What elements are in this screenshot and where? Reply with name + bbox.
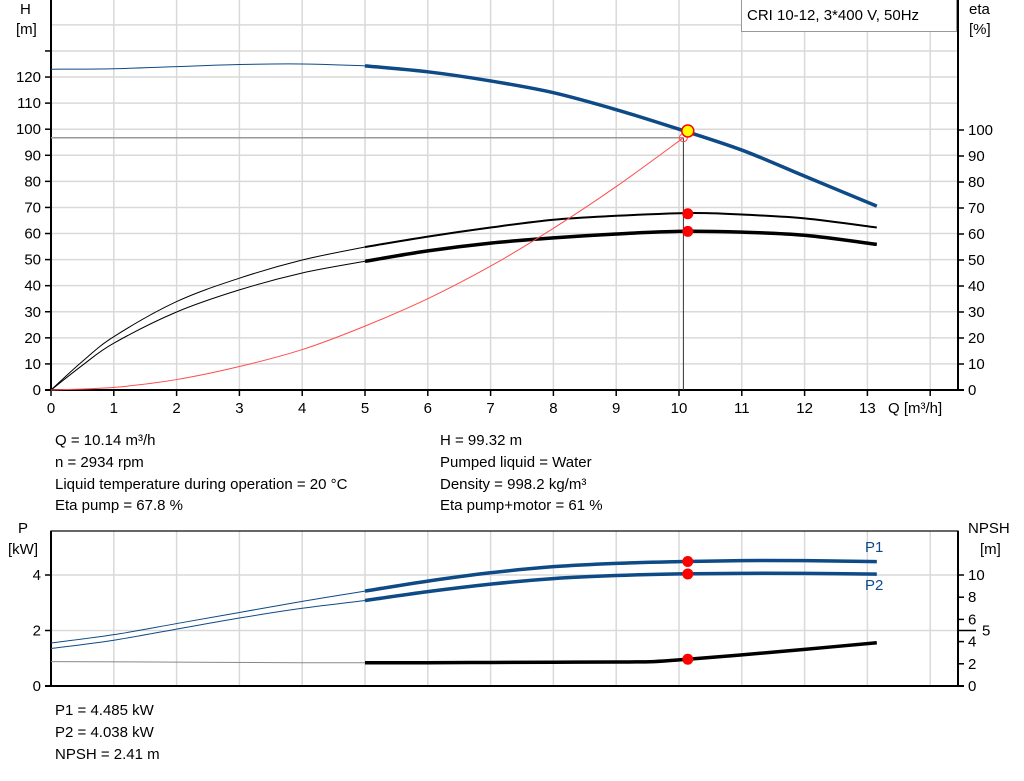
series-eta_pump-thin: [50, 246, 366, 391]
series-P2: [364, 571, 877, 603]
y-right-tick-label: 5: [982, 623, 990, 640]
x-tick-label: 0: [47, 400, 55, 417]
y-right-tick-label: 100: [968, 122, 993, 139]
series-H-thin: [50, 63, 366, 70]
x-tick-label: 2: [172, 400, 180, 417]
plot-frame: [51, 0, 958, 390]
y-left-tick-label: 4: [33, 567, 41, 584]
eta-axis-title: eta: [969, 1, 990, 18]
readout-npsh: NPSH = 2.41 m: [55, 746, 160, 763]
p2-series-label: P2: [865, 577, 884, 594]
y-right-tick-label: 10: [968, 567, 985, 584]
y-right-tick-label: 2: [968, 656, 976, 673]
y-right-tick-label: 70: [968, 200, 985, 217]
x-tick-label: 7: [486, 400, 494, 417]
readout-n: n = 2934 rpm: [55, 454, 144, 471]
y-left-tick-label: 70: [24, 199, 41, 216]
x-tick-label: 5: [361, 400, 369, 417]
eta-pump-duty-marker: [682, 208, 694, 220]
y-left-tick-label: 80: [24, 173, 41, 190]
x-tick-label: 4: [298, 400, 306, 417]
series-P1: [364, 558, 877, 593]
readout-eta-pump: Eta pump = 67.8 %: [55, 497, 183, 514]
readout-temp: Liquid temperature during operation = 20…: [55, 476, 348, 493]
readout-p1: P1 = 4.485 kW: [55, 702, 154, 719]
y-right-tick-label: 40: [968, 278, 985, 295]
p2-duty-marker: [682, 568, 694, 580]
y-right-tick-label: 50: [968, 252, 985, 269]
y-left-tick-label: 90: [24, 147, 41, 164]
duty-point-marker: [681, 124, 695, 138]
x-tick-label: 8: [549, 400, 557, 417]
readout-eta-pump-motor: Eta pump+motor = 61 %: [440, 497, 603, 514]
y-right-tick-label: 80: [968, 174, 985, 191]
y-left-tick-label: 60: [24, 226, 41, 243]
series-system_curve: [50, 137, 684, 391]
x-tick-label: 9: [612, 400, 620, 417]
series-NPSH-thin: [50, 661, 366, 664]
p1-series-label: P1: [865, 539, 884, 556]
x-tick-label: 10: [671, 400, 688, 417]
y-left-tick-label: 2: [33, 623, 41, 640]
x-tick-label: 1: [110, 400, 118, 417]
eta-pump-motor-duty-marker: [682, 225, 694, 237]
y-right-tick-label: 8: [968, 589, 976, 606]
legend-box: CRI 10-12, 3*400 V, 50Hz: [741, 0, 957, 32]
y-right-tick-label: 90: [968, 148, 985, 165]
readout-q: Q = 10.14 m³/h: [55, 432, 156, 449]
x-tick-label: 12: [796, 400, 813, 417]
series-NPSH: [364, 640, 877, 665]
y-right-tick-label: 10: [968, 356, 985, 373]
series-P1-thin: [50, 590, 366, 644]
npsh-axis-title: NPSH: [968, 520, 1010, 537]
y-right-tick-label: 60: [968, 226, 985, 243]
readout-p2: P2 = 4.038 kW: [55, 724, 154, 741]
p-axis-title: P: [18, 520, 29, 537]
series-eta_pump_motor-thin: [50, 260, 366, 391]
y-right-tick-label: 20: [968, 330, 985, 347]
y-left-tick-label: 120: [16, 69, 41, 86]
y-left-tick-label: 100: [16, 121, 41, 138]
y-left-tick-label: 30: [24, 304, 41, 321]
readout-density: Density = 998.2 kg/m³: [440, 476, 587, 493]
series-H: [364, 64, 878, 208]
chart-panel-0: [45, 0, 964, 396]
p1-duty-marker: [682, 556, 694, 568]
x-tick-label: 6: [424, 400, 432, 417]
npsh-axis-unit: [m]: [980, 541, 1001, 558]
series-eta_pump_motor: [364, 229, 878, 264]
x-tick-label: 11: [734, 400, 750, 417]
y-right-tick-label: 4: [968, 634, 976, 651]
h-axis-unit: [m]: [16, 21, 37, 38]
y-right-tick-label: 0: [968, 382, 976, 399]
y-right-tick-label: 0: [968, 678, 976, 695]
readout-h: H = 99.32 m: [440, 432, 523, 449]
y-left-tick-label: 20: [24, 330, 41, 347]
series-P2-thin: [50, 600, 366, 650]
x-tick-label: 13: [859, 400, 876, 417]
y-left-tick-label: 50: [24, 252, 41, 269]
eta-axis-unit: [%]: [969, 21, 991, 38]
q-axis-title: Q [m³/h]: [888, 400, 943, 417]
x-tick-label: 3: [235, 400, 243, 417]
y-left-tick-label: 40: [24, 278, 41, 295]
legend-text: CRI 10-12, 3*400 V, 50Hz: [747, 7, 920, 24]
y-left-tick-label: 0: [33, 678, 41, 695]
h-axis-title: H: [20, 1, 31, 18]
y-right-tick-label: 6: [968, 611, 976, 628]
y-left-tick-label: 10: [24, 356, 41, 373]
chart-panel-1: [45, 530, 976, 687]
series-eta_pump: [364, 211, 877, 248]
y-left-tick-label: 0: [33, 382, 41, 399]
y-left-tick-label: 110: [17, 95, 41, 112]
readout-liquid: Pumped liquid = Water: [440, 454, 592, 471]
p-axis-unit: [kW]: [8, 541, 38, 558]
npsh-duty-marker: [682, 653, 694, 665]
y-right-tick-label: 30: [968, 304, 985, 321]
